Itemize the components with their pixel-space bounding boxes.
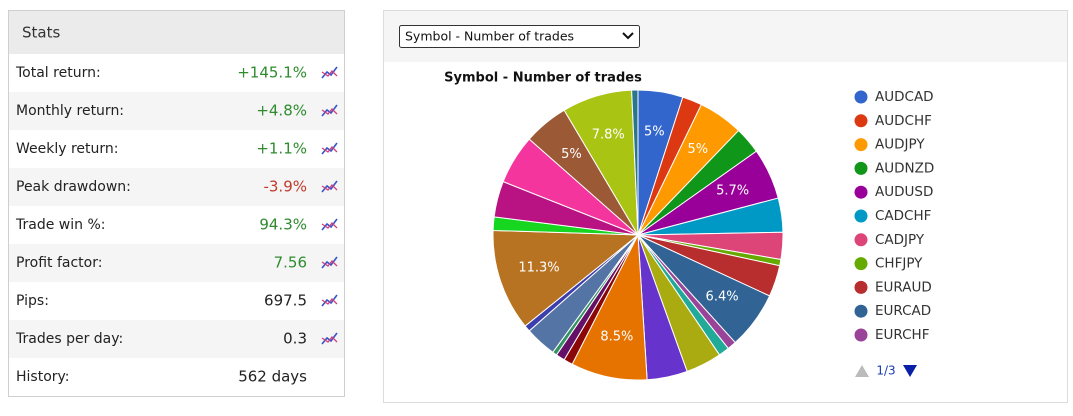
legend-label: EURCHF bbox=[875, 327, 929, 343]
stat-value: -3.9% bbox=[263, 178, 307, 196]
slice-label: 5% bbox=[687, 142, 708, 157]
chart-icon[interactable] bbox=[321, 332, 338, 345]
slice-label: 6.4% bbox=[706, 289, 739, 304]
legend-next[interactable] bbox=[903, 365, 917, 377]
legend-swatch bbox=[854, 185, 868, 199]
legend-label: AUDUSD bbox=[875, 184, 933, 200]
chart-icon-line bbox=[321, 108, 338, 115]
select-chevron[interactable] bbox=[622, 32, 634, 40]
chart-icon-line bbox=[321, 256, 338, 269]
legend-label: CADJPY bbox=[875, 232, 925, 248]
legend-swatch bbox=[854, 328, 868, 342]
row-bg bbox=[9, 168, 344, 206]
chart-icon-line bbox=[321, 104, 338, 117]
chart-icon-line bbox=[321, 218, 338, 231]
stat-label: Peak drawdown: bbox=[16, 179, 131, 195]
chart-icon-line bbox=[321, 142, 338, 155]
slice-label: 11.3% bbox=[518, 261, 559, 276]
legend-swatch bbox=[854, 138, 868, 152]
legend-label: AUDJPY bbox=[875, 137, 925, 153]
stat-label: Profit factor: bbox=[16, 255, 102, 271]
stat-value: 7.56 bbox=[274, 254, 307, 272]
chart-icon-line bbox=[321, 294, 338, 307]
stat-value: +4.8% bbox=[256, 102, 307, 120]
chart-icon-line bbox=[321, 70, 338, 77]
slice-label: 8.5% bbox=[600, 330, 633, 345]
chart-icon-line bbox=[321, 180, 338, 193]
chart-icon-line bbox=[321, 336, 338, 343]
chart-icon-line bbox=[321, 146, 338, 153]
legend-prev[interactable] bbox=[855, 365, 869, 377]
chart-icon-line bbox=[321, 184, 338, 191]
chart-select[interactable]: Symbol - Number of trades bbox=[399, 25, 640, 48]
stat-value: +145.1% bbox=[237, 64, 307, 82]
legend-label: AUDNZD bbox=[875, 160, 934, 176]
stat-value: 562 days bbox=[238, 368, 307, 386]
stat-label: Total return: bbox=[15, 65, 101, 81]
stat-label: Pips: bbox=[16, 293, 49, 309]
legend-label: AUDCAD bbox=[875, 89, 934, 105]
chart-icon-line bbox=[321, 260, 338, 267]
legend-swatch bbox=[854, 280, 868, 294]
stat-value: 94.3% bbox=[259, 216, 307, 234]
chart-icon-line bbox=[321, 332, 338, 345]
slice-label: 5% bbox=[561, 147, 582, 162]
chart-icon-line bbox=[321, 298, 338, 305]
chart-icon-line bbox=[321, 66, 338, 79]
slice-label: 5% bbox=[644, 124, 665, 139]
legend-label: CADCHF bbox=[875, 208, 931, 224]
row-bg bbox=[9, 244, 344, 282]
legend-label: EURAUD bbox=[875, 279, 932, 295]
row-bg bbox=[9, 320, 344, 358]
chart-icon[interactable] bbox=[321, 66, 338, 79]
legend-swatch bbox=[854, 304, 868, 318]
row-bg bbox=[9, 92, 344, 130]
legend-page: 1/3 bbox=[876, 364, 895, 378]
legend-swatch bbox=[854, 209, 868, 223]
stat-value: +1.1% bbox=[256, 140, 307, 158]
chart-icon-line bbox=[321, 222, 338, 229]
stat-label: Monthly return: bbox=[16, 103, 124, 119]
legend-swatch bbox=[854, 114, 868, 128]
chart-icon[interactable] bbox=[321, 294, 338, 307]
pie-slice bbox=[492, 229, 640, 327]
pie: 5% 5% 5.7% 6.4% 8.5% 11.3% 5% 7.8% bbox=[492, 89, 784, 381]
legend-swatch bbox=[854, 233, 868, 247]
select-text[interactable]: Symbol - Number of trades bbox=[405, 29, 574, 44]
stat-label: Trades per day: bbox=[15, 331, 123, 347]
legend: AUDCAD AUDCHF AUDJPY AUDNZD AUDUSD CADCHF CADJ… bbox=[854, 89, 934, 343]
chart-icon[interactable] bbox=[321, 180, 338, 193]
legend-label: EURCAD bbox=[875, 303, 931, 319]
stats-header bbox=[9, 11, 344, 54]
slice-label: 7.8% bbox=[592, 127, 625, 142]
legend-swatch bbox=[854, 90, 868, 104]
stat-label: Weekly return: bbox=[16, 141, 119, 157]
chart-icon[interactable] bbox=[321, 218, 338, 231]
chart-icon[interactable] bbox=[321, 256, 338, 269]
stat-value: 0.3 bbox=[283, 330, 307, 348]
slice-label: 5.7% bbox=[716, 183, 749, 198]
stats-rows: Total return: +145.1% Monthly return: +4.8%… bbox=[9, 64, 344, 386]
stat-value: 697.5 bbox=[264, 292, 307, 310]
stat-label: Trade win %: bbox=[15, 217, 105, 233]
pie-slice bbox=[631, 89, 639, 236]
chart-icon[interactable] bbox=[321, 104, 338, 117]
stat-label: History: bbox=[16, 369, 70, 385]
chart-icon[interactable] bbox=[321, 142, 338, 155]
chart-title: Symbol - Number of trades bbox=[444, 71, 642, 86]
stats-title: Stats bbox=[22, 24, 60, 42]
legend-label: AUDCHF bbox=[875, 113, 932, 129]
legend-swatch bbox=[854, 257, 868, 271]
legend-label: CHFJPY bbox=[875, 256, 923, 272]
legend-swatch bbox=[854, 161, 868, 175]
select-box[interactable] bbox=[399, 25, 640, 48]
